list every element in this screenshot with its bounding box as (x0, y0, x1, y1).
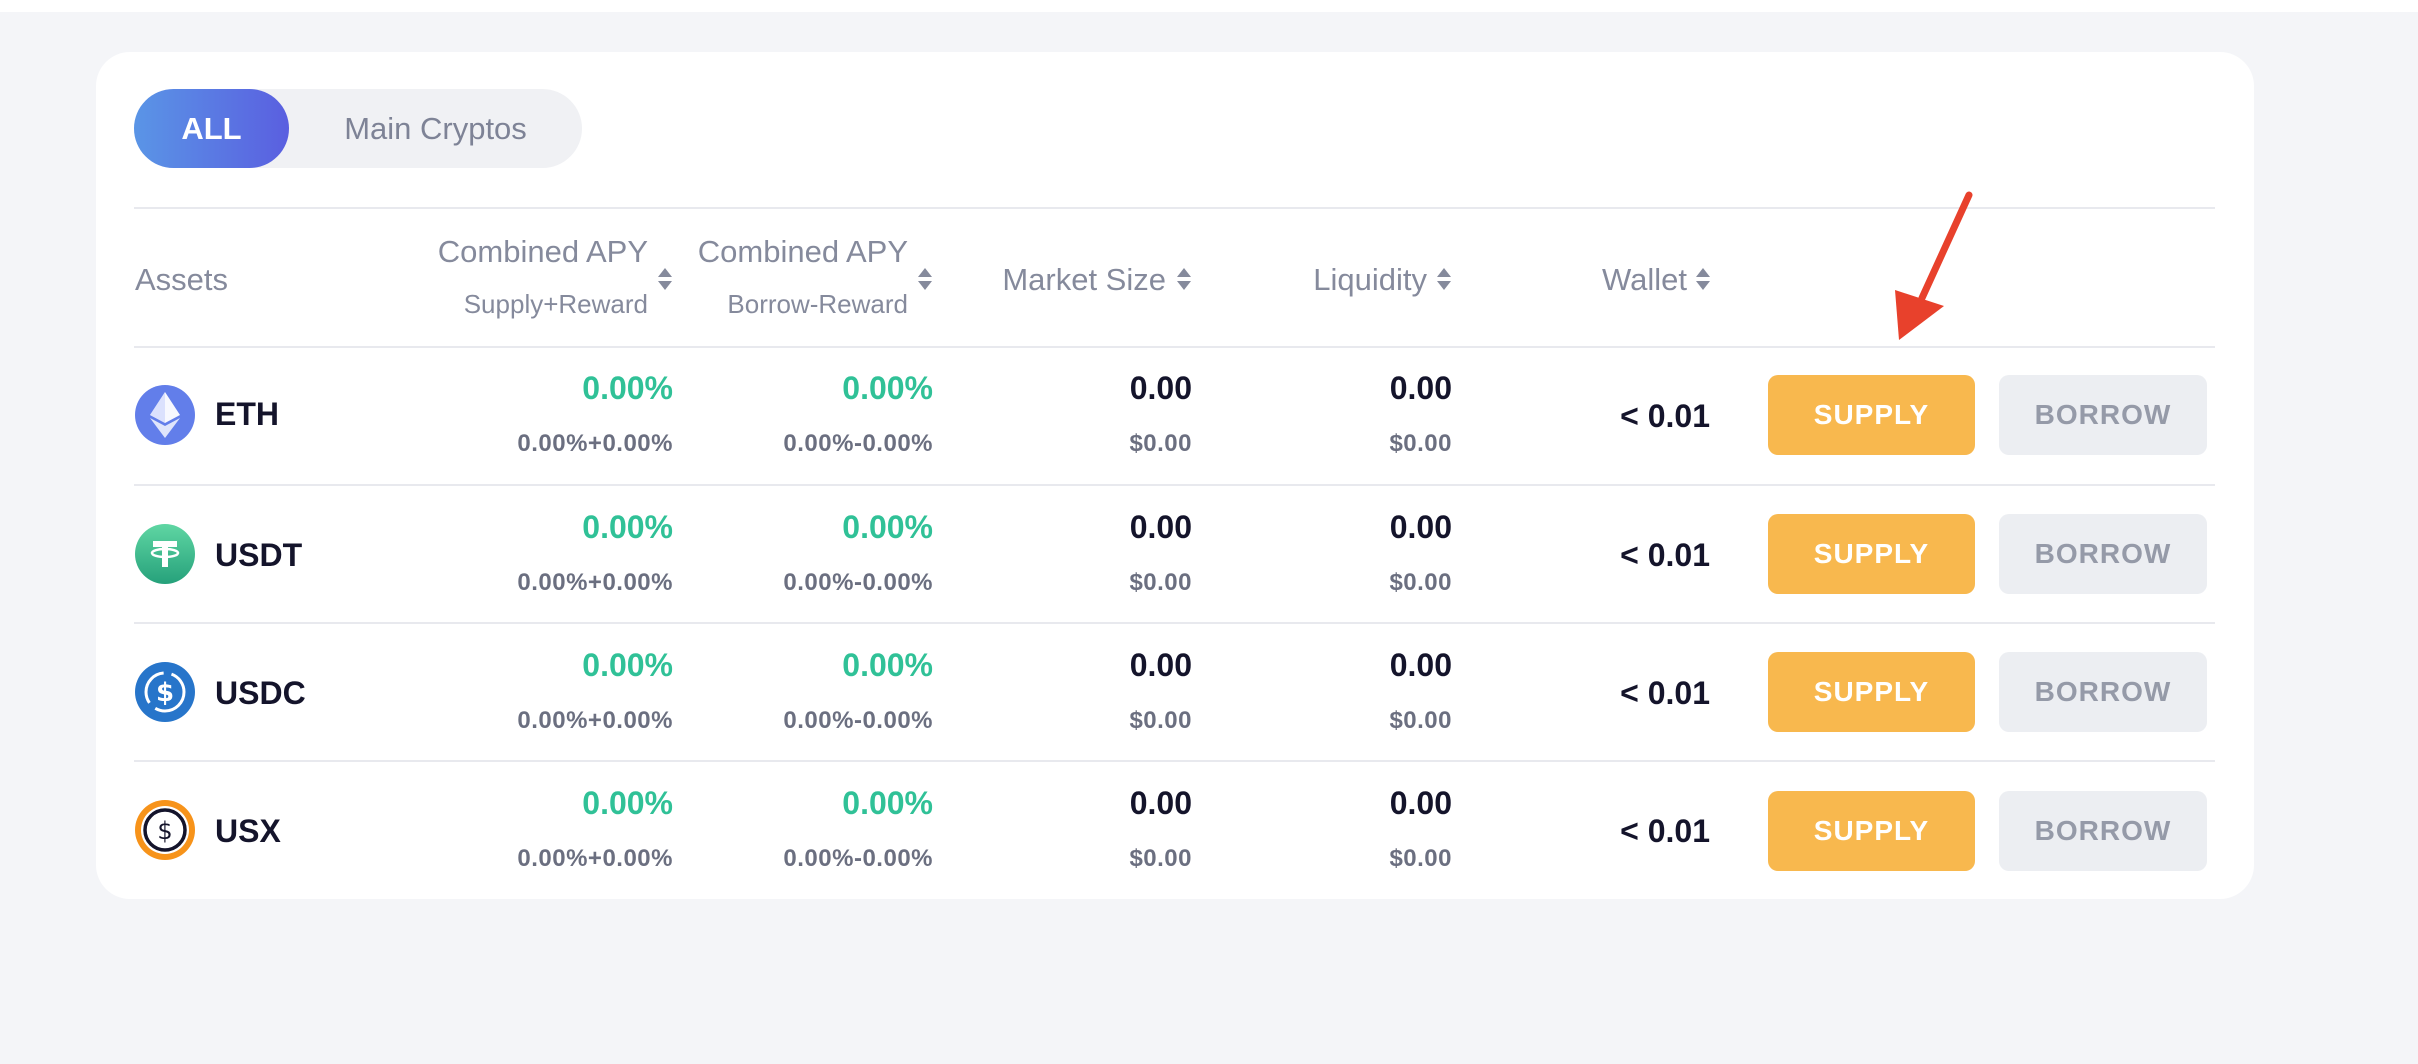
header-wallet[interactable]: Wallet (1602, 262, 1687, 297)
header-supply-apy-sub: Supply+Reward (463, 289, 648, 319)
wallet-balance: < 0.01 (1620, 537, 1710, 573)
header-market-size[interactable]: Market Size (1002, 262, 1166, 297)
eth-icon (135, 385, 195, 445)
wallet-balance: < 0.01 (1620, 675, 1710, 711)
header-liquidity[interactable]: Liquidity (1313, 262, 1427, 297)
liquidity-usd: $0.00 (1389, 569, 1452, 596)
supply-apy-breakdown: 0.00%+0.00% (517, 430, 673, 457)
filter-main-cryptos-button[interactable]: Main Cryptos (344, 110, 527, 146)
supply-button[interactable]: SUPPLY (1768, 514, 1975, 594)
divider (134, 207, 2215, 209)
sort-icon[interactable] (1437, 268, 1451, 290)
divider (134, 346, 2215, 348)
borrow-apy-breakdown: 0.00%-0.00% (783, 430, 933, 457)
header-supply-apy[interactable]: Combined APY (437, 234, 648, 269)
borrow-apy: 0.00% (842, 370, 933, 406)
borrow-apy: 0.00% (842, 647, 933, 683)
liquidity: 0.00 (1389, 647, 1452, 683)
market-size-usd: $0.00 (1129, 845, 1192, 872)
supply-apy: 0.00% (582, 647, 673, 683)
market-size-usd: $0.00 (1129, 707, 1192, 734)
table-row: $ USX 0.00% 0.00%+0.00% 0.00% 0.00%-0.00… (0, 760, 2418, 898)
liquidity: 0.00 (1389, 370, 1452, 406)
markets-card (96, 52, 2254, 899)
borrow-button[interactable]: BORROW (1999, 375, 2207, 455)
sort-icon[interactable] (1696, 268, 1710, 290)
liquidity: 0.00 (1389, 785, 1452, 821)
asset-symbol: ETH (215, 396, 279, 432)
divider (134, 484, 2215, 486)
liquidity-usd: $0.00 (1389, 845, 1452, 872)
svg-text:$: $ (157, 817, 172, 845)
header-assets: Assets (135, 262, 229, 297)
market-size-usd: $0.00 (1129, 430, 1192, 457)
asset-symbol: USX (215, 813, 281, 849)
supply-apy: 0.00% (582, 370, 673, 406)
asset-symbol: USDC (215, 675, 306, 711)
svg-text:$: $ (156, 678, 174, 708)
liquidity-usd: $0.00 (1389, 707, 1452, 734)
usx-icon: $ (135, 800, 195, 860)
liquidity-usd: $0.00 (1389, 430, 1452, 457)
market-size-usd: $0.00 (1129, 569, 1192, 596)
borrow-apy: 0.00% (842, 509, 933, 545)
usdt-icon (135, 524, 195, 584)
borrow-apy: 0.00% (842, 785, 933, 821)
market-size: 0.00 (1129, 785, 1192, 821)
borrow-button[interactable]: BORROW (1999, 791, 2207, 871)
borrow-apy-breakdown: 0.00%-0.00% (783, 845, 933, 872)
borrow-button[interactable]: BORROW (1999, 514, 2207, 594)
market-size: 0.00 (1129, 509, 1192, 545)
filter-all-button[interactable]: ALL (134, 89, 289, 168)
table-row: USDT 0.00% 0.00%+0.00% 0.00% 0.00%-0.00%… (0, 484, 2418, 622)
sort-icon[interactable] (918, 268, 932, 290)
asset-symbol: USDT (215, 537, 303, 573)
borrow-button[interactable]: BORROW (1999, 652, 2207, 732)
wallet-balance: < 0.01 (1620, 813, 1710, 849)
table-row: $ USDC 0.00% 0.00%+0.00% 0.00% 0.00%-0.0… (0, 622, 2418, 760)
borrow-apy-breakdown: 0.00%-0.00% (783, 569, 933, 596)
header-borrow-apy-sub: Borrow-Reward (727, 289, 908, 319)
market-size: 0.00 (1129, 370, 1192, 406)
usdc-icon: $ (135, 662, 195, 722)
supply-apy: 0.00% (582, 509, 673, 545)
divider (134, 760, 2215, 762)
market-filter-toggle: ALL Main Cryptos (134, 89, 582, 168)
table-row: ETH 0.00% 0.00%+0.00% 0.00% 0.00%-0.00% … (0, 346, 2418, 484)
supply-apy-breakdown: 0.00%+0.00% (517, 569, 673, 596)
supply-button[interactable]: SUPPLY (1768, 652, 1975, 732)
supply-apy: 0.00% (582, 785, 673, 821)
divider (134, 622, 2215, 624)
sort-icon[interactable] (1177, 268, 1191, 290)
liquidity: 0.00 (1389, 509, 1452, 545)
sort-icon[interactable] (658, 268, 672, 290)
supply-button[interactable]: SUPPLY (1768, 791, 1975, 871)
header-borrow-apy[interactable]: Combined APY (697, 234, 908, 269)
borrow-apy-breakdown: 0.00%-0.00% (783, 707, 933, 734)
wallet-balance: < 0.01 (1620, 398, 1710, 434)
supply-apy-breakdown: 0.00%+0.00% (517, 707, 673, 734)
market-size: 0.00 (1129, 647, 1192, 683)
supply-apy-breakdown: 0.00%+0.00% (517, 845, 673, 872)
supply-button[interactable]: SUPPLY (1768, 375, 1975, 455)
